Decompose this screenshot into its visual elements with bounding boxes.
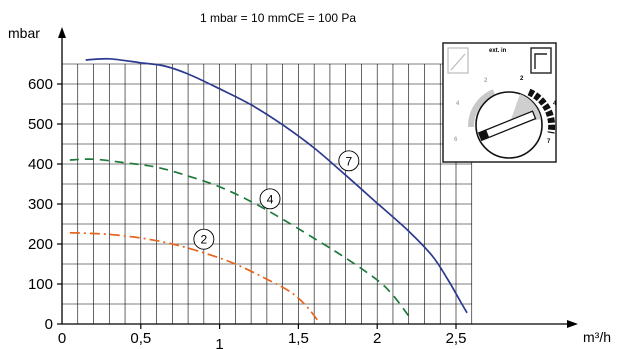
dial-gray-mark: 4 [456, 101, 460, 107]
dial-top-label: ext. in [489, 48, 507, 54]
series-label: 2 [200, 233, 207, 247]
series-line-2 [69, 231, 320, 323]
conversion-note: 1 mbar = 10 mmCE = 100 Pa [200, 11, 356, 25]
curve-group: 7 4 2 [69, 57, 468, 323]
series-label-circle [259, 188, 281, 210]
x-tick-label: 0,5 [130, 330, 151, 347]
series-label: 4 [267, 192, 274, 206]
x-axis-label: m³/h [583, 329, 611, 345]
dial-black-arc [527, 88, 556, 134]
y-tick-label: 0 [45, 316, 53, 333]
dial-gray-arc [467, 89, 496, 128]
x-tick-label: 1 [215, 336, 223, 349]
step-icon [530, 47, 552, 74]
y-axis-arrow [58, 27, 66, 38]
series-label-circle [193, 228, 215, 250]
dial-black-mark: 4 [553, 101, 557, 107]
y-tick-label: 600 [28, 76, 53, 93]
y-tick-label: 300 [28, 196, 53, 213]
x-tick-label: 1,5 [288, 330, 309, 347]
dial-black-mark: 2 [520, 76, 524, 82]
ramp-icon [447, 47, 469, 74]
x-tick-label: 2 [373, 330, 381, 347]
x-tick-label: 2,5 [446, 330, 467, 347]
x-tick-label: 0 [58, 330, 66, 347]
series-label: 7 [345, 154, 352, 168]
dial-gray-mark: 6 [454, 137, 458, 143]
series-line-4 [69, 158, 410, 317]
series-line-7 [85, 57, 468, 314]
dial-gray-mark: 2 [484, 78, 488, 84]
series-label-circle [338, 150, 360, 172]
y-tick-label: 100 [28, 276, 53, 293]
dial-black-mark: 7 [547, 139, 551, 145]
y-tick-label: 400 [28, 156, 53, 173]
x-axis-arrow [567, 320, 578, 328]
y-tick-label: 500 [28, 116, 53, 133]
tick-group: 0 0,5 1 1,5 2 2,5 0 100 200 300 400 500 600 [28, 76, 466, 349]
y-axis-label: mbar [8, 25, 40, 41]
dial-inset: ext. in 2 4 6 2 4 7 [442, 42, 557, 163]
dial-pointer [477, 110, 537, 142]
y-tick-label: 200 [28, 236, 53, 253]
